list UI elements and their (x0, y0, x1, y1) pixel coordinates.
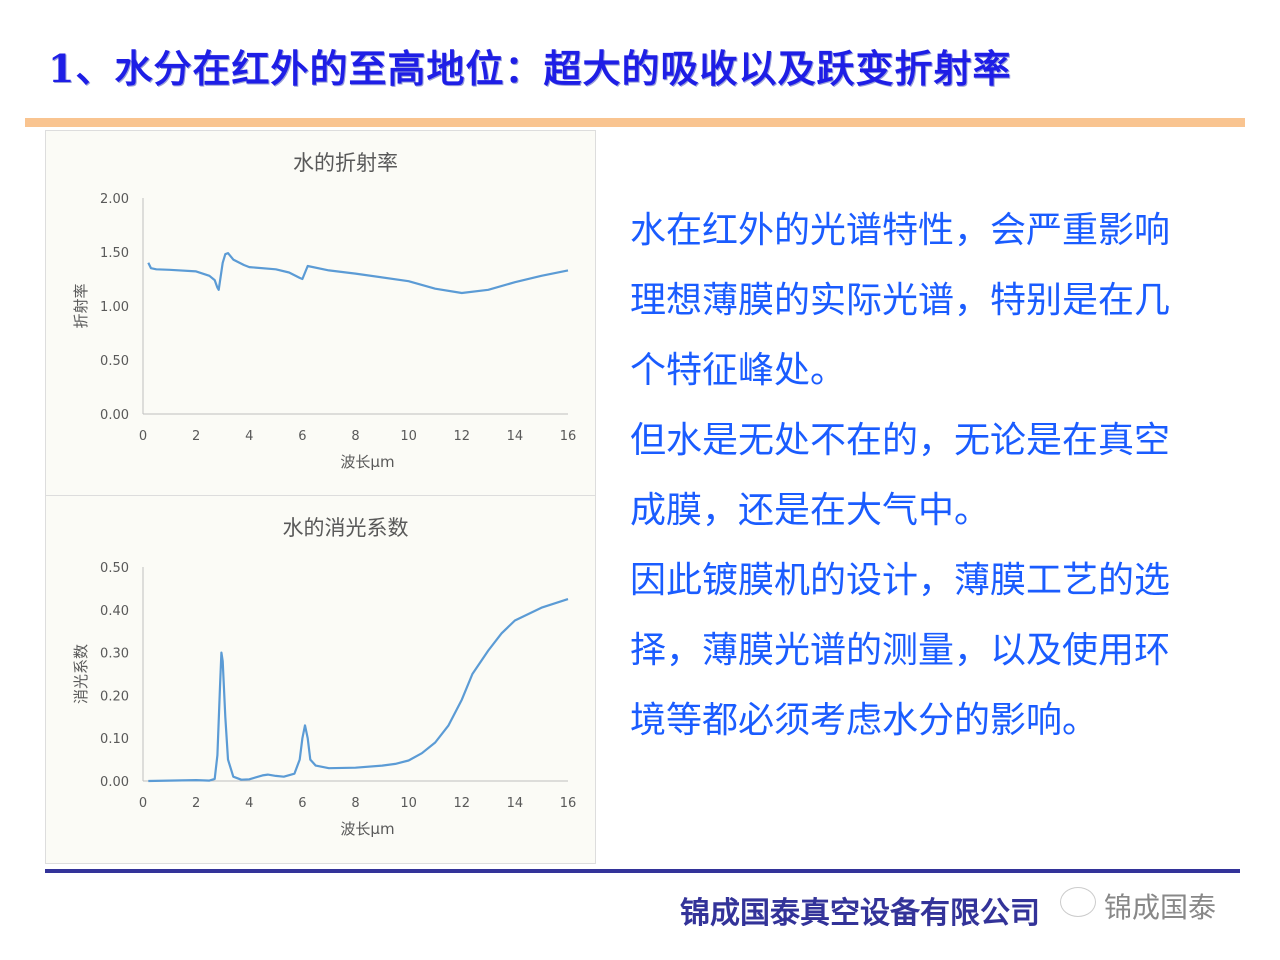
x-tick-label: 10 (400, 796, 417, 811)
y-axis-label: 折射率 (72, 283, 90, 328)
slide-title: 1、水分在红外的至高地位：超大的吸收以及跃变折射率 (48, 46, 1012, 91)
body-line: 水在红外的光谱特性，会严重影响 (630, 210, 1171, 251)
y-tick-label: 0.30 (100, 647, 129, 662)
chart-title: 水的折射率 (293, 151, 398, 175)
y-tick-label: 1.00 (100, 300, 129, 315)
series-line (147, 251, 569, 295)
x-tick-label: 2 (192, 796, 200, 811)
x-tick-label: 10 (400, 429, 417, 444)
chart-svg: 水的消光系数 0.00 0.10 0.20 0.30 0.40 0.50 0 2 4 6 8 10 12 1… (72, 516, 577, 838)
body-line: 择，薄膜光谱的测量，以及使用环 (630, 630, 1171, 671)
chart-svg: 水的折射率 0.00 0.50 1.00 1.50 2.00 0 2 4 6 8 10 12 14 16 波长… (72, 151, 577, 471)
body-line: 理想薄膜的实际光谱，特别是在几 (630, 280, 1171, 321)
company-name: 锦成国泰真空设备有限公司 (680, 896, 1040, 931)
x-axis-label: 波长μm (340, 453, 394, 471)
x-tick-label: 0 (139, 796, 147, 811)
y-tick-label: 0.00 (100, 775, 129, 790)
x-tick-label: 12 (453, 796, 470, 811)
body-line: 成膜，还是在大气中。 (630, 490, 991, 531)
extinction-coefficient-chart: 水的消光系数 0.00 0.10 0.20 0.30 0.40 0.50 0 2 4 6 8 10 12 1… (45, 495, 596, 864)
body-line: 境等都必须考虑水分的影响。 (630, 700, 1099, 741)
wechat-account-name: 锦成国泰 (1104, 891, 1217, 924)
y-tick-label: 0.50 (100, 561, 129, 576)
x-tick-label: 0 (139, 429, 147, 444)
series-line (148, 598, 569, 783)
x-tick-label: 16 (560, 429, 577, 444)
x-tick-label: 14 (507, 796, 524, 811)
body-line: 但水是无处不在的，无论是在真空 (630, 420, 1171, 461)
y-tick-label: 1.50 (100, 246, 129, 261)
x-tick-label: 8 (351, 429, 359, 444)
x-tick-label: 6 (298, 796, 306, 811)
accent-bar (25, 118, 1245, 127)
x-tick-label: 4 (245, 429, 253, 444)
refractive-index-chart: 水的折射率 0.00 0.50 1.00 1.50 2.00 0 2 4 6 8 10 12 14 16 波长… (45, 130, 596, 496)
chart-title: 水的消光系数 (283, 516, 409, 540)
y-tick-label: 2.00 (100, 192, 129, 207)
body-line: 个特征峰处。 (630, 350, 847, 391)
wechat-icon (1060, 887, 1096, 917)
y-axis-label: 消光系数 (72, 644, 90, 704)
y-tick-label: 0.40 (100, 604, 129, 619)
x-tick-label: 16 (560, 796, 577, 811)
y-tick-label: 0.10 (100, 732, 129, 747)
x-tick-label: 2 (192, 429, 200, 444)
x-axis-label: 波长μm (340, 820, 394, 838)
body-line: 因此镀膜机的设计，薄膜工艺的选 (630, 560, 1171, 601)
x-tick-label: 12 (453, 429, 470, 444)
footer-divider (45, 869, 1240, 873)
x-tick-label: 4 (245, 796, 253, 811)
x-tick-label: 8 (351, 796, 359, 811)
y-tick-label: 0.00 (100, 408, 129, 423)
y-tick-label: 0.50 (100, 354, 129, 369)
x-tick-label: 6 (298, 429, 306, 444)
x-tick-label: 14 (507, 429, 524, 444)
y-tick-label: 0.20 (100, 689, 129, 704)
body-text: 水在红外的光谱特性，会严重影响 理想薄膜的实际光谱，特别是在几 个特征峰处。 但… (630, 196, 1230, 756)
